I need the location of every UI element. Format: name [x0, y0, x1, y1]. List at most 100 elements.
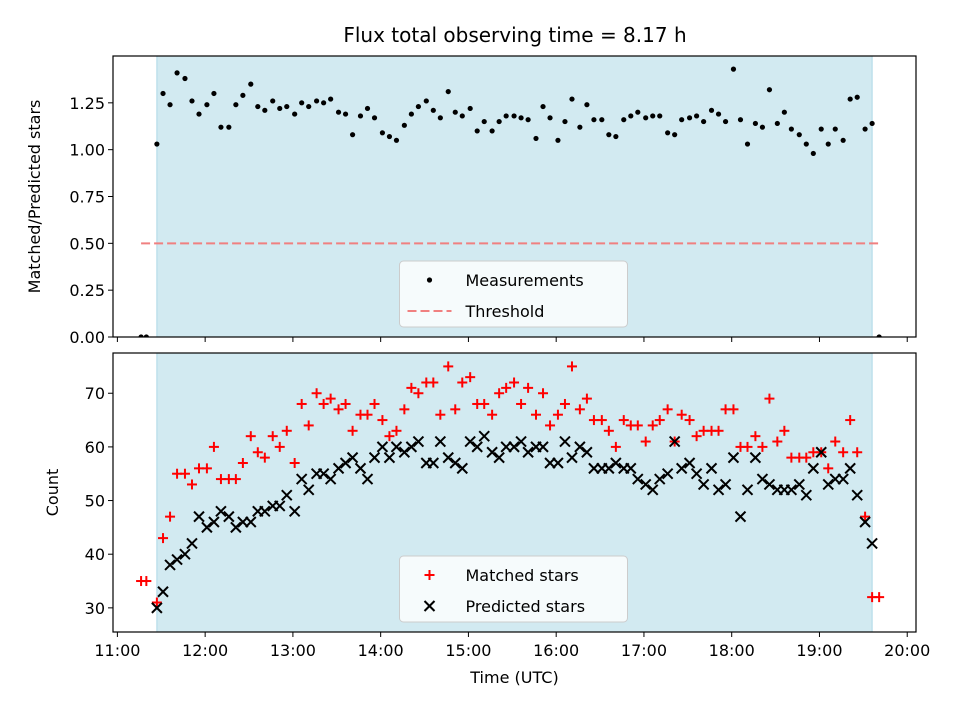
predicted-point — [493, 451, 505, 464]
measurement-point — [832, 126, 838, 132]
predicted-point — [661, 468, 674, 480]
predicted-point-b — [793, 478, 805, 491]
predicted-point-b — [668, 435, 681, 448]
measurement-point — [423, 98, 429, 104]
predicted-point — [815, 446, 827, 458]
matched-point — [391, 425, 402, 436]
predicted-point-b — [603, 462, 615, 475]
matched-point — [428, 377, 439, 388]
predicted-point-b — [515, 435, 527, 448]
measurement-point — [744, 141, 751, 147]
measurement-point — [701, 118, 707, 125]
measurement-point — [204, 102, 210, 108]
predicted-point-b — [727, 451, 740, 464]
predicted-point — [749, 451, 762, 464]
predicted-point — [449, 457, 461, 469]
predicted-point — [230, 521, 242, 534]
predicted-point — [690, 468, 703, 480]
y-tick-label: 40 — [85, 545, 105, 564]
x-tick-label: 17:00 — [621, 641, 667, 660]
measurement-point — [489, 128, 495, 134]
legend-label: Predicted stars — [466, 597, 586, 616]
matched-point — [230, 474, 241, 485]
matched-point — [501, 382, 512, 393]
predicted-point-b — [815, 446, 827, 458]
predicted-point-b — [800, 489, 813, 501]
predicted-point — [552, 457, 564, 469]
measurement-point — [160, 90, 166, 97]
matched-point — [860, 511, 871, 522]
matched-point — [647, 420, 658, 431]
measurement-point — [167, 102, 173, 108]
measurement-point — [847, 96, 853, 102]
predicted-point — [427, 457, 440, 469]
measurement-point — [211, 90, 217, 97]
measurement-point — [445, 88, 451, 95]
legend-label: Measurements — [466, 271, 584, 290]
measurement-point — [474, 128, 480, 134]
predicted-point-b — [157, 586, 169, 598]
measurement-point — [364, 105, 371, 112]
measurement-point — [547, 115, 553, 121]
predicted-point-b — [537, 441, 549, 453]
matched-point — [830, 436, 841, 447]
measurement-point — [299, 100, 305, 106]
legend-marker-predicted — [423, 600, 436, 612]
predicted-point-b — [317, 468, 330, 480]
predicted-point-b — [259, 505, 271, 517]
y-tick-label: 0.25 — [69, 281, 105, 300]
predicted-point — [625, 462, 637, 475]
predicted-point-b — [741, 484, 754, 496]
measurement-point — [386, 133, 393, 140]
x-tick-label: 18:00 — [709, 641, 755, 660]
measurement-point — [577, 124, 583, 130]
matched-point — [252, 447, 263, 458]
measurement-point — [284, 103, 290, 110]
measurement-point — [722, 118, 729, 125]
matched-point — [165, 511, 176, 522]
matched-point — [603, 425, 614, 436]
measurement-point — [408, 111, 414, 117]
x-tick-label: 19:00 — [796, 641, 842, 660]
matched-point — [281, 425, 292, 436]
predicted-point — [859, 516, 871, 528]
y-tick-label: 60 — [85, 438, 105, 457]
predicted-point — [274, 500, 286, 512]
measurement-point — [708, 107, 715, 113]
predicted-point-b — [675, 462, 688, 475]
series-predicted-stars — [151, 430, 878, 614]
measurement-point — [393, 137, 400, 143]
x-axis-label: Time (UTC) — [469, 668, 558, 687]
predicted-point — [697, 478, 710, 491]
matched-point — [259, 452, 270, 463]
predicted-point — [675, 462, 688, 475]
measurement-point — [174, 70, 180, 76]
predicted-point-b — [625, 462, 637, 475]
measurement-point — [584, 102, 590, 108]
matched-point — [303, 420, 314, 431]
predicted-point — [151, 602, 163, 614]
predicted-point-b — [383, 451, 396, 464]
matched-point — [186, 479, 197, 490]
measurement-point — [606, 132, 612, 138]
measurement-point — [672, 132, 678, 138]
matched-point — [640, 436, 651, 447]
measurement-point — [240, 92, 246, 98]
matched-point — [662, 404, 673, 415]
measurement-point — [730, 66, 737, 72]
matched-point — [296, 398, 307, 409]
predicted-point-b — [552, 457, 564, 469]
measurement-point — [796, 132, 802, 138]
matched-point — [201, 463, 212, 474]
predicted-point-b — [851, 489, 863, 501]
predicted-point-b — [508, 441, 520, 453]
matched-point — [574, 404, 585, 415]
predicted-point — [581, 446, 593, 458]
predicted-point-b — [295, 473, 308, 485]
measurement-point — [196, 111, 202, 117]
matched-point — [487, 409, 498, 420]
bottom-panel: 30 40 50 60 70 11:00 12:00 13:00 14:00 15:00 16:00… — [43, 352, 930, 687]
matched-point — [676, 409, 687, 420]
measurement-point — [788, 126, 794, 132]
